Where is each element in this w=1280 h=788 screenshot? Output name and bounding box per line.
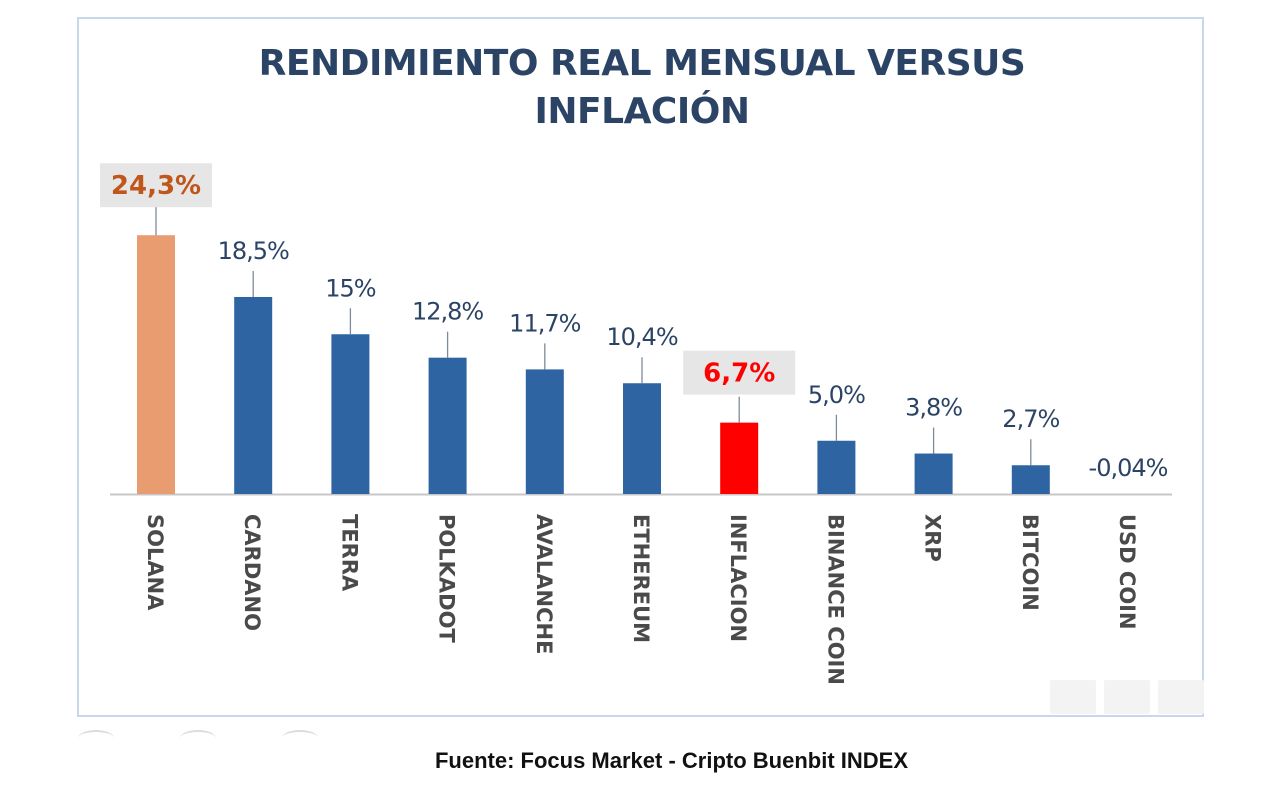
data-label-cardano: 18,5% (218, 237, 289, 265)
chart-control-button-2[interactable] (1104, 680, 1150, 714)
data-label-binance-coin: 5,0% (808, 381, 865, 409)
category-label-cardano: CARDANO (240, 514, 264, 631)
chart-control-button-1[interactable] (1050, 680, 1096, 714)
bar-inflacion (720, 422, 759, 494)
bar-polkadot (428, 357, 467, 494)
bar-xrp (914, 453, 953, 494)
bar-binance-coin (817, 440, 856, 494)
chart-title: RENDIMIENTO REAL MENSUAL VERSUS INFLACIÓ… (77, 40, 1207, 136)
chart-title-line-1: RENDIMIENTO REAL MENSUAL VERSUS (258, 43, 1026, 84)
data-label-usd-coin: -0,04% (1089, 454, 1168, 482)
bar-bitcoin (1011, 465, 1050, 494)
category-label-xrp: XRP (921, 514, 945, 562)
scroll-indicator-2 (180, 730, 216, 746)
bar-ethereum (623, 383, 661, 494)
data-label-bitcoin: 2,7% (1002, 405, 1059, 433)
bar-terra (331, 334, 370, 494)
bar-solana (137, 235, 175, 494)
category-label-bitcoin: BITCOIN (1018, 514, 1042, 611)
bar-cardano (234, 296, 273, 494)
data-label-box-solana (100, 163, 212, 208)
chart-title-line-2: INFLACIÓN (534, 91, 750, 132)
data-label-xrp: 3,8% (905, 394, 962, 422)
category-label-polkadot: POLKADOT (435, 514, 459, 643)
data-label-inflacion: 6,7% (703, 359, 775, 389)
category-label-usd-coin: USD COIN (1115, 514, 1139, 630)
source-caption: Fuente: Focus Market - Cripto Buenbit IN… (434, 748, 909, 773)
data-label-solana: 24,3% (111, 171, 201, 201)
category-label-solana: SOLANA (143, 514, 167, 611)
data-label-ethereum: 10,4% (606, 323, 677, 351)
data-label-terra: 15% (325, 274, 376, 302)
scroll-indicator-3 (282, 730, 318, 746)
category-label-binance-coin: BINANCE COIN (823, 514, 847, 685)
chart-control-button-3[interactable] (1158, 680, 1204, 714)
category-label-avalanche: AVALANCHE (532, 514, 556, 654)
bar-avalanche (525, 369, 564, 494)
category-label-terra: TERRA (337, 514, 361, 592)
data-label-box-inflacion (683, 350, 796, 395)
scroll-indicator-1 (78, 730, 114, 746)
category-label-ethereum: ETHEREUM (629, 514, 653, 643)
data-label-avalanche: 11,7% (509, 309, 580, 337)
category-label-inflacion: INFLACION (726, 514, 750, 642)
data-label-polkadot: 12,8% (412, 298, 483, 326)
